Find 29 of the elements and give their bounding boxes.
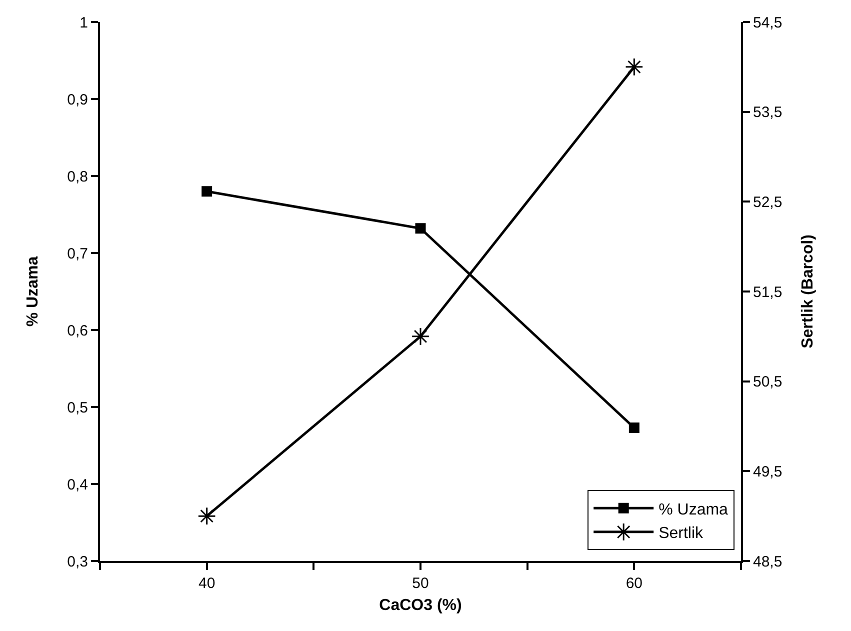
- y2-axis-title: Sertlik (Barcol): [799, 234, 816, 348]
- point: [415, 223, 426, 234]
- y2-tick-label: 52,5: [753, 194, 782, 211]
- y-tick-label: 0,4: [67, 476, 88, 494]
- y2-tick-label: 49,5: [753, 463, 782, 480]
- x-tick-label: 40: [198, 575, 216, 592]
- y-tick-label: 0,6: [67, 322, 88, 340]
- point: [411, 327, 430, 346]
- point: [625, 58, 644, 76]
- y2-tick-label: 53,5: [753, 104, 782, 122]
- x-tick-label: 60: [626, 575, 643, 592]
- y-tick-label: 0,7: [67, 245, 88, 262]
- y2-tick-label: 51,5: [753, 284, 782, 301]
- y-tick-label: 1: [80, 14, 88, 32]
- legend-label: % Uzama: [658, 501, 728, 518]
- point: [202, 186, 212, 197]
- y-tick-label: 0,5: [67, 399, 88, 416]
- y-tick-label: 0,8: [67, 168, 88, 186]
- point: [198, 506, 216, 526]
- y-tick-label: 0,3: [67, 553, 88, 570]
- x-tick-label: 50: [412, 575, 429, 592]
- point: [628, 422, 640, 434]
- y-tick-label: 0,9: [67, 91, 88, 108]
- y2-tick-label: 50,5: [753, 374, 782, 391]
- y2-tick-label: 48,5: [753, 553, 782, 570]
- y-axis-title: % Uzama: [24, 256, 42, 327]
- legend-label: Sertlik: [658, 525, 704, 542]
- y2-tick-label: 54,5: [753, 14, 782, 32]
- x-axis-title: CaCO3 (%): [379, 597, 462, 614]
